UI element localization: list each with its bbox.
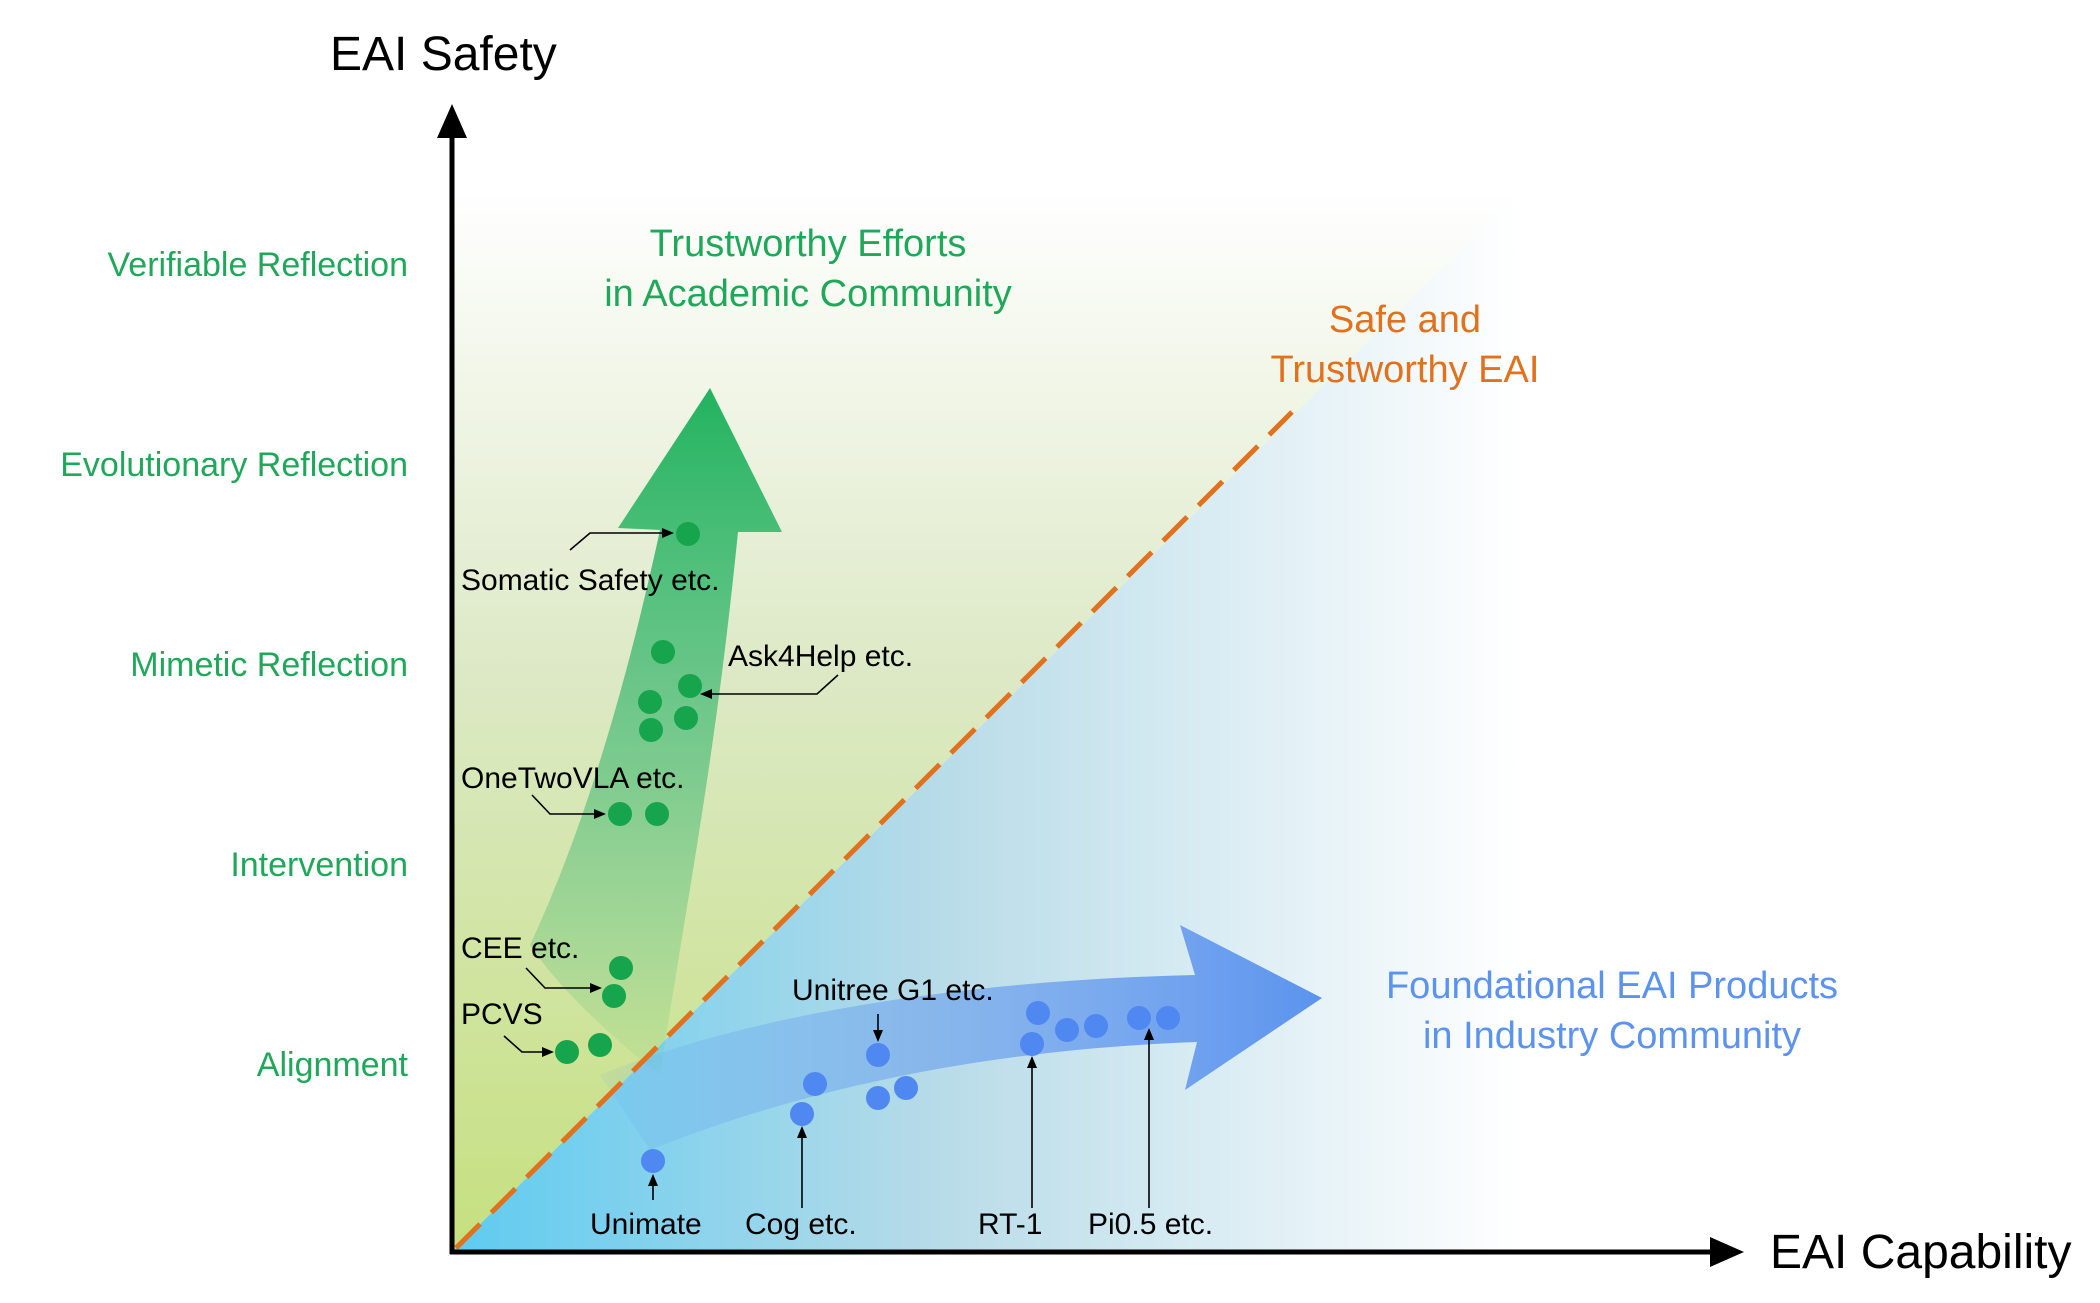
- callout-unitree-g1: Unitree G1 etc.: [792, 974, 994, 1007]
- dot-industry: [1026, 1001, 1050, 1025]
- x-axis-arrowhead: [1710, 1237, 1744, 1267]
- dot-industry: [1156, 1006, 1180, 1030]
- leader-ask4help: [700, 674, 839, 699]
- dot-academic: [674, 706, 698, 730]
- callout-somatic-safety: Somatic Safety etc.: [461, 564, 719, 597]
- leader-onetwovla: [531, 794, 606, 819]
- industry-title-line2: in Industry Community: [1423, 1015, 1801, 1057]
- y-axis-arrowhead: [437, 104, 467, 138]
- leader-cee: [525, 967, 602, 993]
- dot-somatic-safety: [676, 522, 700, 546]
- dot-ask4help: [678, 674, 702, 698]
- dot-industry: [1084, 1014, 1108, 1038]
- dot-industry: [866, 1086, 890, 1110]
- level-alignment: Alignment: [257, 1046, 409, 1084]
- diagonal-title-line1: Safe and: [1329, 299, 1481, 341]
- callout-onetwovla: OneTwoVLA etc.: [461, 762, 684, 795]
- callout-unimate: Unimate: [590, 1208, 702, 1241]
- dot-academic: [645, 802, 669, 826]
- dot-academic: [638, 690, 662, 714]
- dot-pi05: [1127, 1006, 1151, 1030]
- callout-pcvs: PCVS: [461, 998, 543, 1031]
- dot-academic: [609, 956, 633, 980]
- dot-cog: [790, 1102, 814, 1126]
- dot-onetwovla: [608, 802, 632, 826]
- industry-title-line1: Foundational EAI Products: [1386, 965, 1838, 1007]
- callout-cog: Cog etc.: [745, 1208, 857, 1241]
- y-axis-title: EAI Safety: [330, 28, 557, 81]
- level-verifiable-reflection: Verifiable Reflection: [107, 246, 408, 284]
- industry-dots: [641, 1001, 1180, 1173]
- level-intervention: Intervention: [230, 846, 408, 884]
- level-mimetic-reflection: Mimetic Reflection: [130, 646, 408, 684]
- dot-cee: [602, 984, 626, 1008]
- callout-pi05: Pi0.5 etc.: [1088, 1208, 1213, 1241]
- callout-rt1: RT-1: [978, 1208, 1042, 1241]
- academic-dots: [555, 522, 702, 1064]
- dot-unitree-g1: [866, 1043, 890, 1067]
- dot-academic: [651, 640, 675, 664]
- level-evolutionary-reflection: Evolutionary Reflection: [60, 446, 408, 484]
- dot-academic: [639, 718, 663, 742]
- academic-title-line2: in Academic Community: [604, 273, 1012, 315]
- callout-ask4help: Ask4Help etc.: [728, 640, 913, 673]
- dot-unimate: [641, 1149, 665, 1173]
- dot-industry: [803, 1072, 827, 1096]
- leader-somatic: [569, 528, 674, 551]
- dot-pcvs: [555, 1040, 579, 1064]
- dot-industry: [894, 1076, 918, 1100]
- callout-leaders: [503, 528, 1154, 1208]
- academic-title-line1: Trustworthy Efforts: [650, 223, 967, 265]
- callout-cee: CEE etc.: [461, 932, 579, 965]
- x-axis-title: EAI Capability: [1770, 1226, 2071, 1279]
- dot-academic: [588, 1033, 612, 1057]
- diagonal-title-line2: Trustworthy EAI: [1271, 349, 1540, 391]
- dot-rt1: [1020, 1032, 1044, 1056]
- industry-progress-arrow: [600, 925, 1322, 1150]
- dot-industry: [1055, 1018, 1079, 1042]
- leader-pcvs: [503, 1035, 554, 1057]
